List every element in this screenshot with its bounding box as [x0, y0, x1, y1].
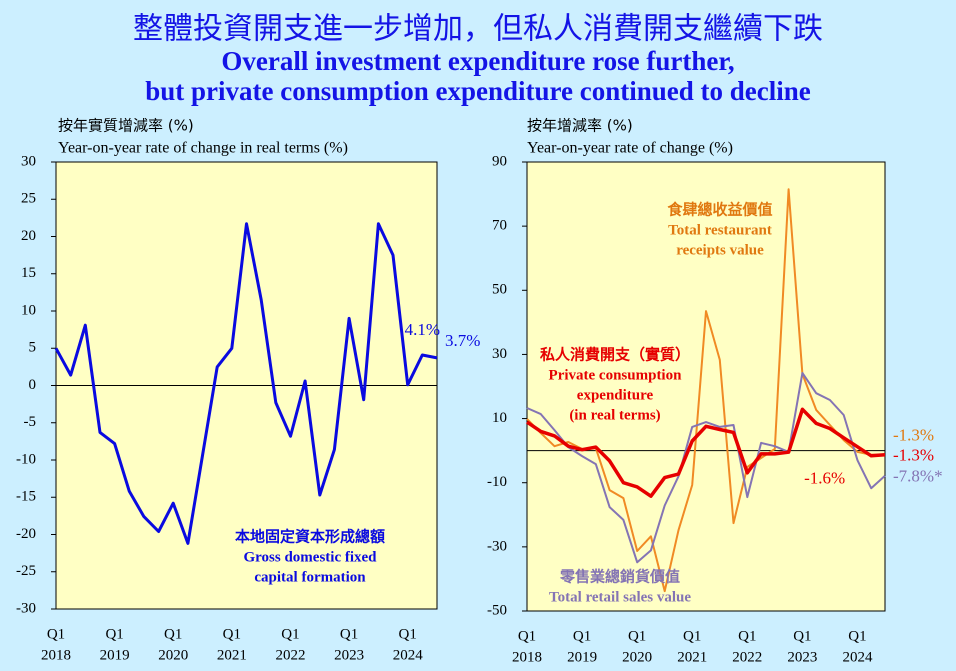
y-tick-label: -50 — [487, 602, 507, 618]
y-tick-label: -25 — [16, 563, 36, 579]
x-tick-label: Q1 — [628, 628, 646, 644]
x-tick-label: 2024 — [842, 649, 873, 665]
value-label: -1.6% — [804, 469, 845, 488]
x-tick-label: Q1 — [399, 626, 417, 642]
x-tick-label: Q1 — [518, 628, 536, 644]
x-tick-label: 2023 — [787, 649, 817, 665]
x-tick-label: 2021 — [217, 647, 247, 663]
y-tick-label: -10 — [487, 474, 507, 490]
legend-label: Private consumption — [549, 367, 683, 383]
series-line — [54, 222, 438, 545]
x-tick-label: Q1 — [848, 628, 866, 644]
y-axis-label: Year-on-year rate of change (%) — [527, 140, 733, 157]
y-tick-label: 30 — [492, 346, 507, 362]
x-tick-label: Q1 — [573, 628, 591, 644]
legend-label: Total retail sales value — [549, 589, 691, 605]
legend-label: receipts value — [676, 242, 764, 258]
x-tick-label: Q1 — [47, 626, 65, 642]
x-tick-label: 2019 — [567, 649, 597, 665]
value-label: -1.3% — [893, 426, 934, 445]
value-label: 3.7% — [445, 331, 480, 350]
y-tick-label: 20 — [21, 228, 36, 244]
y-tick-label: -15 — [16, 489, 36, 505]
y-axis-label: Year-on-year rate of change in real term… — [58, 140, 348, 157]
y-tick-label: 10 — [21, 302, 36, 318]
title-en: Overall investment expenditure rose furt… — [221, 46, 734, 76]
title-en: but private consumption expenditure cont… — [145, 76, 811, 106]
value-label: -7.8%* — [893, 467, 943, 486]
x-tick-label: 2019 — [100, 647, 130, 663]
y-tick-label: 30 — [21, 153, 36, 169]
x-tick-label: 2021 — [677, 649, 707, 665]
y-tick-label: -10 — [16, 451, 36, 467]
y-tick-label: 5 — [29, 340, 37, 356]
legend-label: Total restaurant — [668, 222, 772, 238]
x-tick-label: 2022 — [275, 647, 305, 663]
x-tick-label: Q1 — [793, 628, 811, 644]
legend-label-zh: 私人消費開支（實質） — [539, 346, 690, 364]
x-tick-label: 2024 — [393, 647, 424, 663]
x-tick-label: Q1 — [738, 628, 756, 644]
x-tick-label: 2020 — [158, 647, 188, 663]
value-label: 4.1% — [405, 320, 440, 339]
x-tick-label: Q1 — [164, 626, 182, 642]
x-tick-label: 2020 — [622, 649, 652, 665]
y-tick-label: 0 — [29, 377, 37, 393]
x-tick-label: 2023 — [334, 647, 364, 663]
legend-label: capital formation — [254, 569, 366, 585]
x-tick-label: 2018 — [512, 649, 542, 665]
legend-label: (in real terms) — [569, 407, 660, 423]
legend-label: Gross domestic fixed — [243, 549, 377, 565]
y-tick-label: 25 — [21, 191, 36, 207]
series-line — [526, 407, 886, 498]
x-tick-label: Q1 — [223, 626, 241, 642]
x-tick-label: 2018 — [41, 647, 71, 663]
legend-label-zh: 本地固定資本形成總額 — [235, 528, 385, 546]
x-tick-label: Q1 — [281, 626, 299, 642]
x-tick-label: Q1 — [105, 626, 123, 642]
legend-label: expenditure — [577, 387, 654, 403]
y-tick-label: -5 — [24, 414, 37, 430]
y-tick-label: 50 — [492, 282, 507, 298]
series-line — [526, 372, 886, 564]
y-tick-label: -20 — [16, 526, 36, 542]
title-zh: 整體投資開支進一步增加，但私人消費開支繼續下跌 — [133, 12, 823, 47]
y-tick-label: -30 — [16, 600, 36, 616]
y-tick-label: 10 — [492, 410, 507, 426]
plot-area — [526, 161, 886, 612]
y-tick-label: 70 — [492, 218, 507, 234]
legend-label-zh: 食肆總收益價值 — [667, 201, 772, 219]
x-tick-label: Q1 — [340, 626, 358, 642]
y-tick-label: 90 — [492, 153, 507, 169]
y-axis-label-zh: 按年增減率 (%) — [527, 117, 633, 135]
x-tick-label: Q1 — [683, 628, 701, 644]
value-label: -1.3% — [893, 446, 934, 465]
y-axis-label-zh: 按年實質增減率 (%) — [58, 117, 194, 135]
x-tick-label: 2022 — [732, 649, 762, 665]
y-tick-label: 15 — [21, 265, 36, 281]
legend-label-zh: 零售業總銷貨價值 — [559, 568, 680, 586]
y-tick-label: -30 — [487, 538, 507, 554]
